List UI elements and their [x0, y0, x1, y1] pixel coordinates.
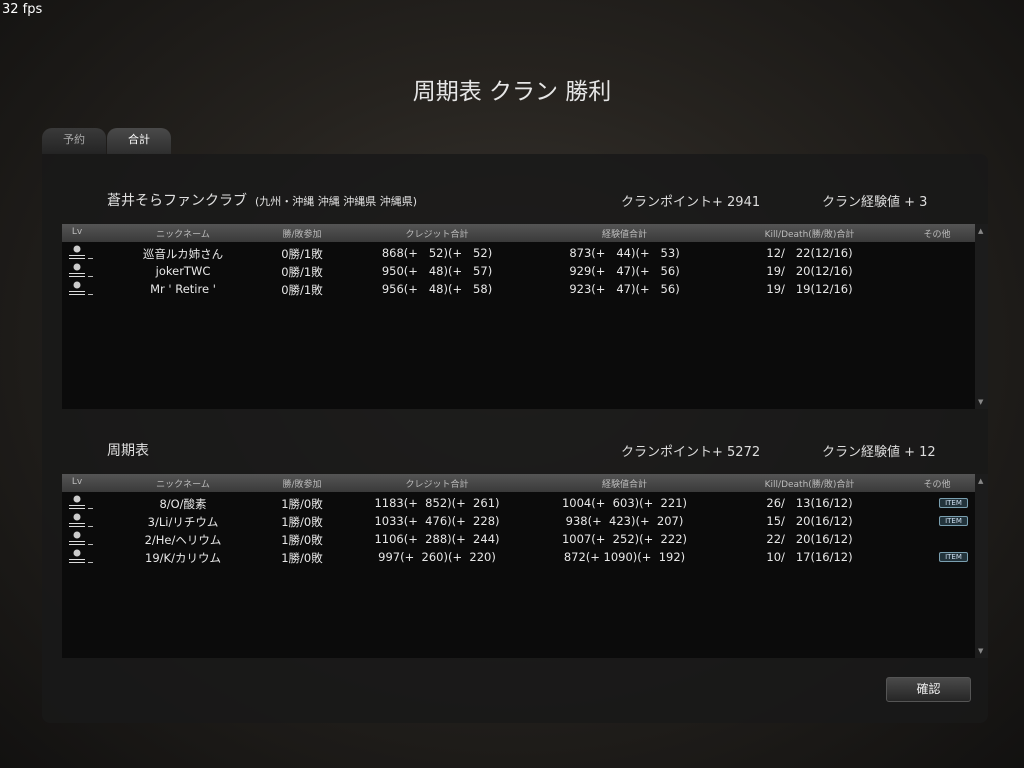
table-body: 8/O/酸素 1勝/0敗 1183(+ 852)(+ 261) 1004(+ 603)… — [62, 492, 975, 658]
scroll-up-icon[interactable]: ▲ — [978, 477, 984, 485]
scrollbar[interactable]: ▲ ▼ — [975, 224, 988, 409]
win-loss: 1勝/0敗 — [281, 497, 323, 511]
kill-death: 26/ 13(16/12) — [766, 496, 853, 510]
column-header[interactable]: 勝/敗参加 — [282, 230, 322, 240]
tab-total[interactable]: 合計 — [107, 128, 171, 154]
player-table: Lv ニックネーム 勝/敗参加 クレジット合計 経験値合計 Kill/Death(勝/敗)… — [62, 474, 988, 658]
win-loss: 1勝/0敗 — [281, 515, 323, 529]
exp-total: 923(+ 47)(+ 56) — [569, 282, 680, 296]
column-header[interactable]: クレジット合計 — [405, 230, 469, 240]
nickname: 巡音ルカ姉さん — [142, 247, 224, 261]
table-row[interactable]: 19/K/カリウム 1勝/0敗 997(+ 260)(+ 220) 872(+ 109… — [62, 548, 975, 566]
column-header[interactable]: Kill/Death(勝/敗)合計 — [764, 480, 855, 490]
exp-total: 1004(+ 603)(+ 221) — [561, 496, 687, 510]
item-icon[interactable]: ITEM — [939, 516, 968, 526]
column-header[interactable]: ニックネーム — [156, 230, 210, 240]
clan-name: 蒼井そらファンクラブ (九州・沖縄 沖縄 沖縄県 沖縄県) — [107, 193, 418, 209]
nickname: Mr ' Retire ' — [150, 282, 216, 296]
exp-total: 873(+ 44)(+ 53) — [569, 246, 680, 260]
nickname: 3/Li/リチウム — [147, 515, 219, 529]
table-row[interactable]: 2/He/ヘリウム 1勝/0敗 1106(+ 288)(+ 244) 1007(+ 2… — [62, 530, 975, 548]
scroll-up-icon[interactable]: ▲ — [978, 227, 984, 235]
kill-death: 22/ 20(16/12) — [766, 532, 853, 546]
scroll-down-icon[interactable]: ▼ — [978, 647, 984, 655]
column-header[interactable]: その他 — [923, 230, 951, 240]
rank-icon — [69, 245, 93, 259]
exp-total: 1007(+ 252)(+ 222) — [561, 532, 687, 546]
exp-total: 872(+ 1090)(+ 192) — [563, 550, 686, 564]
column-header[interactable]: Lv — [71, 477, 83, 487]
page-title: 周期表 クラン 勝利 — [412, 79, 612, 105]
column-header[interactable]: 勝/敗参加 — [282, 480, 322, 490]
nickname: 8/O/酸素 — [159, 497, 207, 511]
credit-total: 950(+ 48)(+ 57) — [381, 264, 493, 278]
table-row[interactable]: jokerTWC 0勝/1敗 950(+ 48)(+ 57) 929(+ 47)(+ … — [62, 262, 975, 280]
win-loss: 1勝/0敗 — [281, 533, 323, 547]
kill-death: 19/ 20(12/16) — [766, 264, 853, 278]
column-header[interactable]: 経験値合計 — [601, 230, 647, 240]
win-loss: 0勝/1敗 — [281, 265, 323, 279]
clan-region: (九州・沖縄 沖縄 沖縄県 沖縄県) — [255, 195, 418, 208]
rank-icon — [69, 513, 93, 527]
column-header[interactable]: ニックネーム — [156, 480, 210, 490]
credit-total: 1106(+ 288)(+ 244) — [374, 532, 500, 546]
exp-total: 938(+ 423)(+ 207) — [565, 514, 684, 528]
clan-name: 周期表 — [107, 443, 149, 459]
table-row[interactable]: 8/O/酸素 1勝/0敗 1183(+ 852)(+ 261) 1004(+ 603)… — [62, 494, 975, 512]
exp-total: 929(+ 47)(+ 56) — [569, 264, 680, 278]
clan-points: クランポイント+ 5272 — [621, 445, 761, 460]
rank-icon — [69, 263, 93, 277]
item-icon[interactable]: ITEM — [939, 552, 968, 562]
win-loss: 0勝/1敗 — [281, 283, 323, 297]
kill-death: 19/ 19(12/16) — [766, 282, 853, 296]
credit-total: 1183(+ 852)(+ 261) — [374, 496, 500, 510]
rank-icon — [69, 549, 93, 563]
nickname: 19/K/カリウム — [145, 551, 221, 565]
column-header[interactable]: Lv — [71, 227, 83, 237]
clan-exp: クラン経験値 + 3 — [822, 195, 928, 210]
table-body: 巡音ルカ姉さん 0勝/1敗 868(+ 52)(+ 52) 873(+ 44)(+ 5… — [62, 242, 975, 409]
rank-icon — [69, 531, 93, 545]
column-header[interactable]: その他 — [923, 480, 951, 490]
column-header[interactable]: 経験値合計 — [601, 480, 647, 490]
kill-death: 12/ 22(12/16) — [766, 246, 853, 260]
kill-death: 10/ 17(16/12) — [766, 550, 853, 564]
rank-icon — [69, 495, 93, 509]
rank-icon — [69, 281, 93, 295]
nickname: 2/He/ヘリウム — [144, 533, 222, 547]
win-loss: 1勝/0敗 — [281, 551, 323, 565]
clan-points: クランポイント+ 2941 — [621, 195, 761, 210]
table-row[interactable]: Mr ' Retire ' 0勝/1敗 956(+ 48)(+ 58) 923(+ 4… — [62, 280, 975, 298]
scrollbar[interactable]: ▲ ▼ — [975, 474, 988, 658]
column-header[interactable]: Kill/Death(勝/敗)合計 — [764, 230, 855, 240]
credit-total: 956(+ 48)(+ 58) — [381, 282, 493, 296]
table-row[interactable]: 巡音ルカ姉さん 0勝/1敗 868(+ 52)(+ 52) 873(+ 44)(+ 5… — [62, 244, 975, 262]
tab-reserve[interactable]: 予約 — [42, 128, 106, 154]
nickname: jokerTWC — [155, 264, 211, 278]
table-header: Lv ニックネーム 勝/敗参加 クレジット合計 経験値合計 Kill/Death(勝/敗)… — [62, 224, 975, 242]
table-row[interactable]: 3/Li/リチウム 1勝/0敗 1033(+ 476)(+ 228) 938(+ 42… — [62, 512, 975, 530]
kill-death: 15/ 20(16/12) — [766, 514, 853, 528]
confirm-button[interactable]: 確認 — [886, 677, 971, 702]
fps-counter: 32 fps — [2, 2, 43, 17]
table-header: Lv ニックネーム 勝/敗参加 クレジット合計 経験値合計 Kill/Death(勝/敗)… — [62, 474, 975, 492]
credit-total: 868(+ 52)(+ 52) — [381, 246, 493, 260]
scroll-down-icon[interactable]: ▼ — [978, 398, 984, 406]
clan-exp: クラン経験値 + 12 — [822, 445, 936, 460]
credit-total: 997(+ 260)(+ 220) — [378, 550, 496, 564]
column-header[interactable]: クレジット合計 — [405, 480, 469, 490]
credit-total: 1033(+ 476)(+ 228) — [374, 514, 500, 528]
win-loss: 0勝/1敗 — [281, 247, 323, 261]
item-icon[interactable]: ITEM — [939, 498, 968, 508]
player-table: Lv ニックネーム 勝/敗参加 クレジット合計 経験値合計 Kill/Death(勝/敗)… — [62, 224, 988, 409]
